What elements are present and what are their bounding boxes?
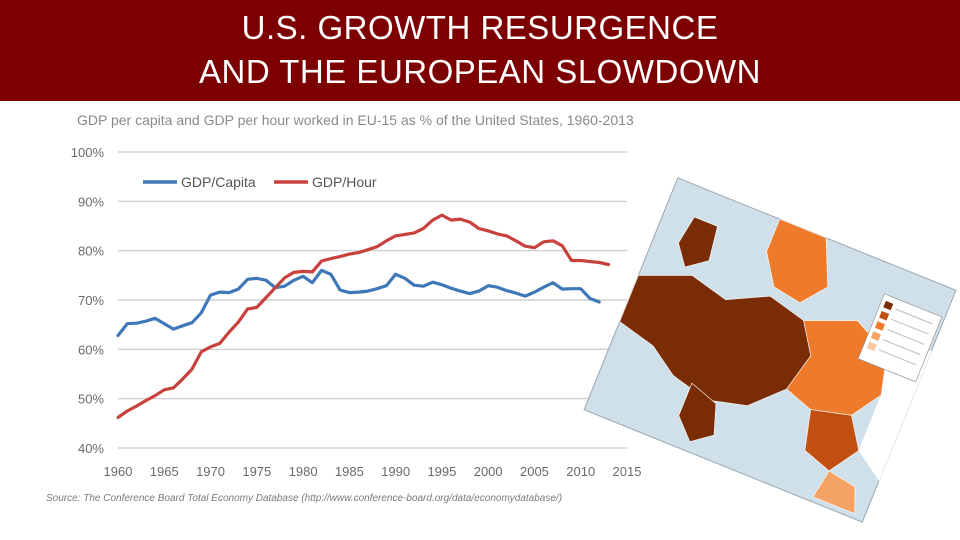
y-tick-label: 40% <box>78 441 104 456</box>
x-tick-label: 2010 <box>566 464 595 479</box>
legend-label: GDP/Capita <box>181 174 256 190</box>
y-tick-label: 100% <box>71 145 105 160</box>
y-tick-label: 80% <box>78 244 104 259</box>
x-tick-label: 1975 <box>242 464 271 479</box>
x-tick-label: 1990 <box>381 464 410 479</box>
chart-source: Source: The Conference Board Total Econo… <box>46 493 563 504</box>
x-tick-label: 1985 <box>335 464 364 479</box>
y-tick-label: 70% <box>78 293 104 308</box>
legend-label: GDP/Hour <box>312 174 377 190</box>
x-tick-label: 1970 <box>196 464 225 479</box>
series-line-gdp-capita <box>116 268 601 338</box>
y-tick-label: 90% <box>78 194 104 209</box>
x-tick-label: 2005 <box>520 464 549 479</box>
y-tick-label: 50% <box>78 392 104 407</box>
series-line-gdp-hour <box>116 213 611 419</box>
x-tick-label: 2015 <box>613 464 642 479</box>
chart-title: GDP per capita and GDP per hour worked i… <box>77 112 634 128</box>
x-tick-label: 1995 <box>427 464 456 479</box>
x-tick-label: 1965 <box>150 464 179 479</box>
x-tick-label: 1980 <box>289 464 318 479</box>
x-tick-label: 2000 <box>474 464 503 479</box>
slide-title-line-2: AND THE EUROPEAN SLOWDOWN <box>199 53 761 90</box>
title-bar: U.S. GROWTH RESURGENCE AND THE EUROPEAN … <box>0 0 960 101</box>
x-tick-label: 1960 <box>104 464 133 479</box>
y-tick-label: 60% <box>78 342 104 357</box>
slide-title-line-1: U.S. GROWTH RESURGENCE <box>241 9 719 46</box>
